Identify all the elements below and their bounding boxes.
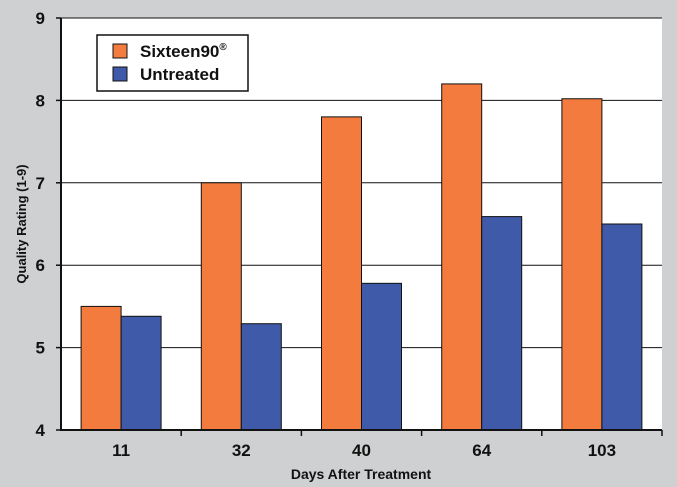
bar-sixteen90-103: [561, 98, 603, 431]
bar-untreated-64: [481, 216, 523, 431]
bar-sixteen90-32: [200, 182, 242, 431]
x-tick-label: 103: [588, 441, 616, 460]
x-tick-labels: 11 32 40 64 103: [112, 430, 663, 460]
y-axis-title: Quality Rating (1-9): [14, 164, 29, 283]
bar-untreated-32: [240, 323, 282, 431]
y-tick-label: 7: [36, 174, 45, 193]
bars: [80, 83, 643, 431]
y-tick-labels: 4 5 6 7 8 9: [36, 9, 61, 440]
y-tick-label: 6: [36, 256, 45, 275]
x-tick-label: 32: [232, 441, 251, 460]
bar-sixteen90-40: [321, 116, 362, 431]
x-tick-label: 64: [472, 441, 491, 460]
legend-swatch-untreated: [112, 66, 128, 82]
bar-sixteen90-11: [80, 305, 122, 431]
legend-label-untreated: Untreated: [140, 65, 219, 84]
axes: [60, 18, 662, 431]
registered-mark: ®: [219, 42, 227, 53]
bar-sixteen90-64: [441, 83, 483, 431]
y-tick-label: 9: [36, 9, 45, 28]
bar-untreated-40: [361, 282, 402, 431]
x-tick-label: 40: [352, 441, 371, 460]
x-tick-label: 11: [112, 441, 130, 460]
y-tick-label: 8: [36, 91, 45, 110]
bar-untreated-11: [120, 315, 162, 431]
legend: Sixteen90® Untreated: [96, 34, 249, 92]
y-tick-label: 4: [36, 421, 46, 440]
legend-label-sixteen90: Sixteen90®: [140, 42, 227, 61]
bar-untreated-103: [601, 223, 643, 431]
y-tick-label: 5: [36, 339, 45, 358]
legend-swatch-sixteen90: [112, 43, 128, 59]
x-axis-title: Days After Treatment: [291, 466, 432, 482]
